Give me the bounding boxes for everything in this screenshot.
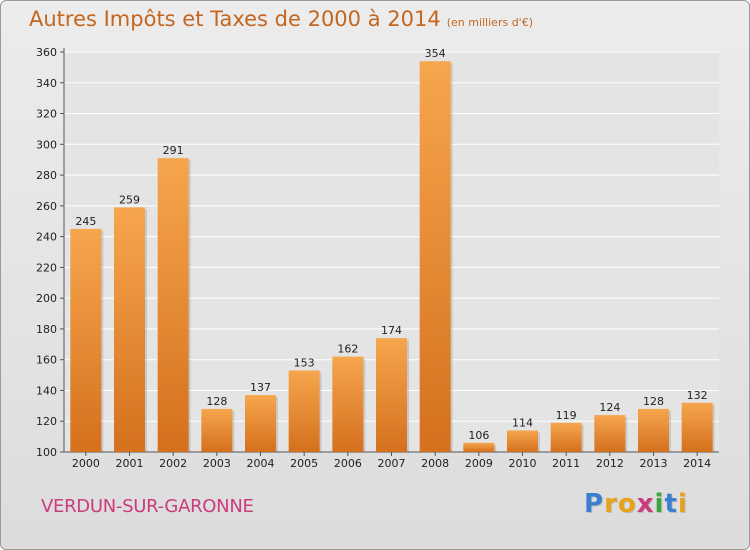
x-tick-label: 2004 bbox=[247, 457, 275, 470]
bar bbox=[419, 61, 451, 452]
logo-letter: i bbox=[677, 489, 688, 519]
bar bbox=[463, 442, 495, 452]
y-tick-label: 140 bbox=[36, 384, 57, 397]
y-tick-label: 160 bbox=[36, 354, 57, 367]
bar-value-label: 124 bbox=[599, 401, 620, 414]
bar bbox=[332, 356, 364, 452]
bar bbox=[201, 408, 233, 452]
x-tick-label: 2001 bbox=[116, 457, 144, 470]
x-tick-label: 2009 bbox=[465, 457, 493, 470]
proxiti-logo: Proxiti bbox=[584, 489, 688, 519]
logo-letter: x bbox=[636, 489, 655, 519]
y-tick-label: 120 bbox=[36, 415, 57, 428]
city-name: VERDUN-SUR-GARONNE bbox=[41, 496, 254, 517]
y-tick-label: 200 bbox=[36, 292, 57, 305]
chart-subtitle: (en milliers d'€) bbox=[446, 16, 533, 29]
bar-value-label: 128 bbox=[643, 395, 664, 408]
x-tick-label: 2014 bbox=[683, 457, 711, 470]
bar-value-label: 153 bbox=[294, 356, 315, 369]
logo-letter: P bbox=[584, 489, 605, 519]
y-tick-label: 320 bbox=[36, 108, 57, 121]
logo-letter: i bbox=[654, 489, 665, 519]
x-tick-label: 2006 bbox=[334, 457, 362, 470]
bar bbox=[70, 228, 102, 452]
bar bbox=[681, 402, 713, 452]
x-tick-label: 2013 bbox=[640, 457, 668, 470]
x-tick-label: 2002 bbox=[159, 457, 187, 470]
bar bbox=[550, 422, 582, 452]
bar-value-label: 114 bbox=[512, 416, 533, 429]
bar bbox=[376, 338, 407, 452]
x-tick-label: 2005 bbox=[290, 457, 318, 470]
bar bbox=[507, 430, 538, 452]
bar-value-label: 119 bbox=[556, 409, 577, 422]
chart-title: Autres Impôts et Taxes de 2000 à 2014 (en… bbox=[29, 7, 533, 31]
x-tick-label: 2010 bbox=[509, 457, 537, 470]
y-tick-label: 300 bbox=[36, 138, 57, 151]
y-tick-label: 260 bbox=[36, 200, 57, 213]
bar bbox=[114, 207, 145, 452]
y-tick-label: 280 bbox=[36, 169, 57, 182]
x-tick-label: 2008 bbox=[421, 457, 449, 470]
y-tick-label: 240 bbox=[36, 231, 57, 244]
bar-value-label: 128 bbox=[206, 395, 227, 408]
logo-letter: t bbox=[664, 489, 678, 519]
bar bbox=[594, 415, 626, 452]
bar-value-label: 137 bbox=[250, 381, 271, 394]
y-tick-label: 340 bbox=[36, 77, 57, 90]
bar bbox=[638, 408, 669, 452]
bar bbox=[288, 370, 320, 452]
x-tick-label: 2012 bbox=[596, 457, 624, 470]
bar-value-label: 174 bbox=[381, 324, 402, 337]
y-tick-label: 100 bbox=[36, 446, 57, 459]
x-tick-label: 2011 bbox=[552, 457, 580, 470]
y-tick-label: 220 bbox=[36, 261, 57, 274]
bar-value-label: 106 bbox=[468, 429, 489, 442]
bar bbox=[245, 395, 276, 452]
bar-value-label: 259 bbox=[119, 193, 140, 206]
y-tick-label: 180 bbox=[36, 323, 57, 336]
logo-letter: o bbox=[617, 489, 637, 519]
bar-value-label: 291 bbox=[163, 144, 184, 157]
bar-value-label: 245 bbox=[75, 215, 96, 228]
x-tick-label: 2003 bbox=[203, 457, 231, 470]
logo-letter: r bbox=[604, 489, 618, 519]
y-tick-label: 360 bbox=[36, 46, 57, 59]
bar-value-label: 162 bbox=[337, 343, 358, 356]
chart-title-text: Autres Impôts et Taxes de 2000 à 2014 bbox=[29, 7, 441, 31]
bar-value-label: 354 bbox=[425, 47, 446, 60]
bar bbox=[157, 158, 189, 452]
bar-value-label: 132 bbox=[687, 389, 708, 402]
x-tick-label: 2000 bbox=[72, 457, 100, 470]
x-tick-label: 2007 bbox=[378, 457, 406, 470]
